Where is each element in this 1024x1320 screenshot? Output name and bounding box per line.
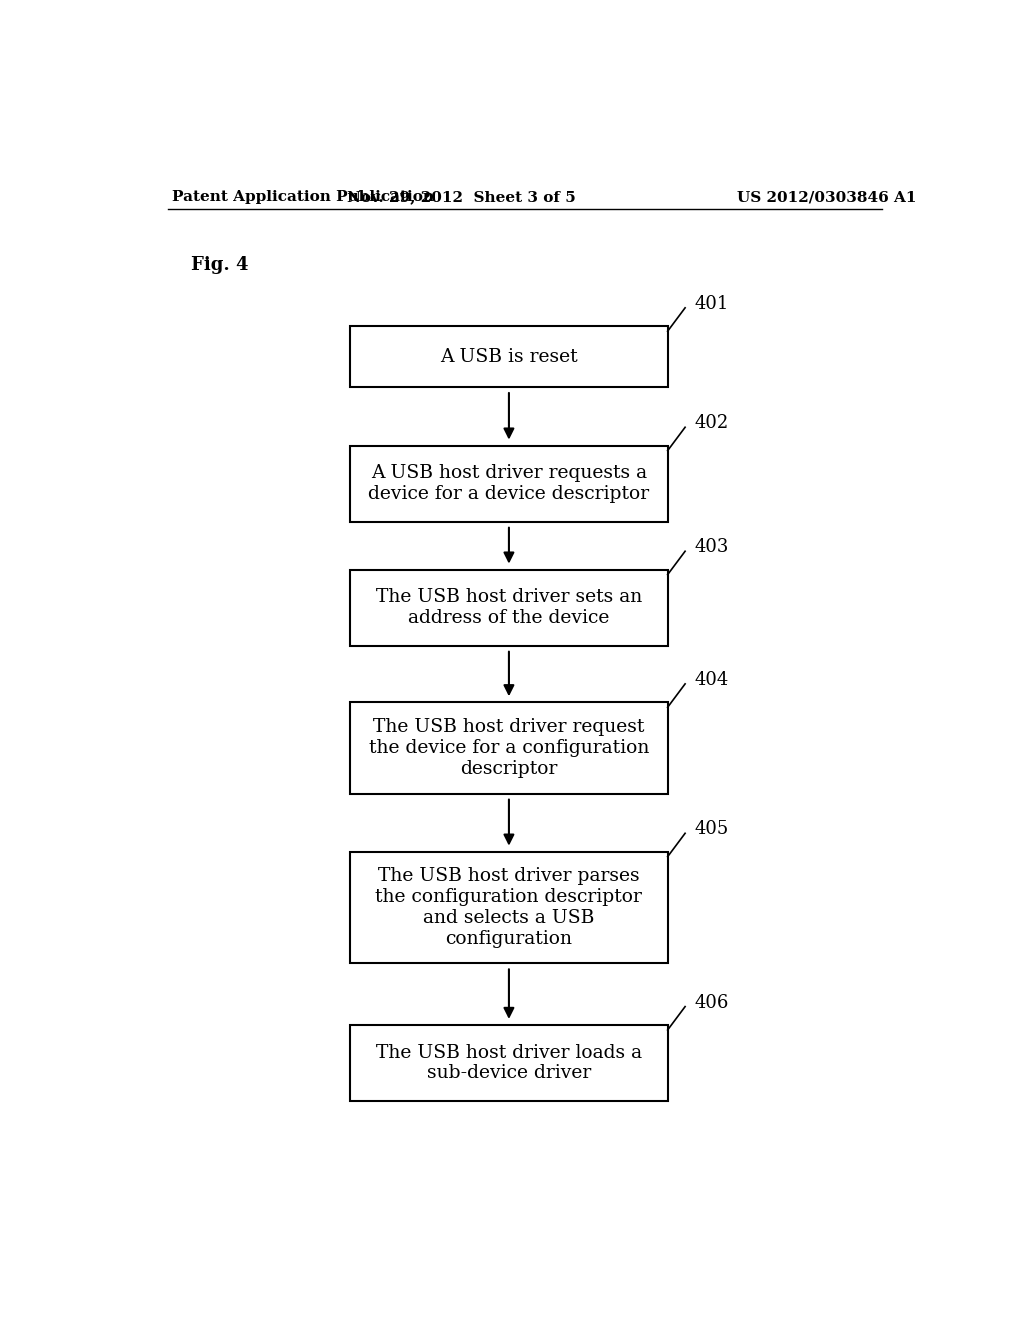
Text: 403: 403	[694, 539, 729, 556]
Text: 404: 404	[694, 671, 729, 689]
Text: The USB host driver request
the device for a configuration
descriptor: The USB host driver request the device f…	[369, 718, 649, 777]
Text: The USB host driver sets an
address of the device: The USB host driver sets an address of t…	[376, 589, 642, 627]
Text: A USB is reset: A USB is reset	[440, 347, 578, 366]
Text: Fig. 4: Fig. 4	[191, 256, 249, 275]
Text: 401: 401	[694, 294, 729, 313]
Text: The USB host driver parses
the configuration descriptor
and selects a USB
config: The USB host driver parses the configura…	[376, 867, 642, 948]
Text: US 2012/0303846 A1: US 2012/0303846 A1	[736, 190, 916, 205]
Bar	[350, 1024, 668, 1101]
Bar	[350, 851, 668, 964]
Text: Nov. 29, 2012  Sheet 3 of 5: Nov. 29, 2012 Sheet 3 of 5	[347, 190, 575, 205]
Bar	[350, 569, 668, 645]
Text: 402: 402	[694, 414, 729, 432]
Text: A USB host driver requests a
device for a device descriptor: A USB host driver requests a device for …	[369, 465, 649, 503]
Bar	[350, 446, 668, 521]
Text: The USB host driver loads a
sub-device driver: The USB host driver loads a sub-device d…	[376, 1044, 642, 1082]
Text: 406: 406	[694, 994, 729, 1011]
Bar	[350, 326, 668, 387]
Text: Patent Application Publication: Patent Application Publication	[172, 190, 433, 205]
Bar	[350, 702, 668, 793]
Text: 405: 405	[694, 820, 729, 838]
